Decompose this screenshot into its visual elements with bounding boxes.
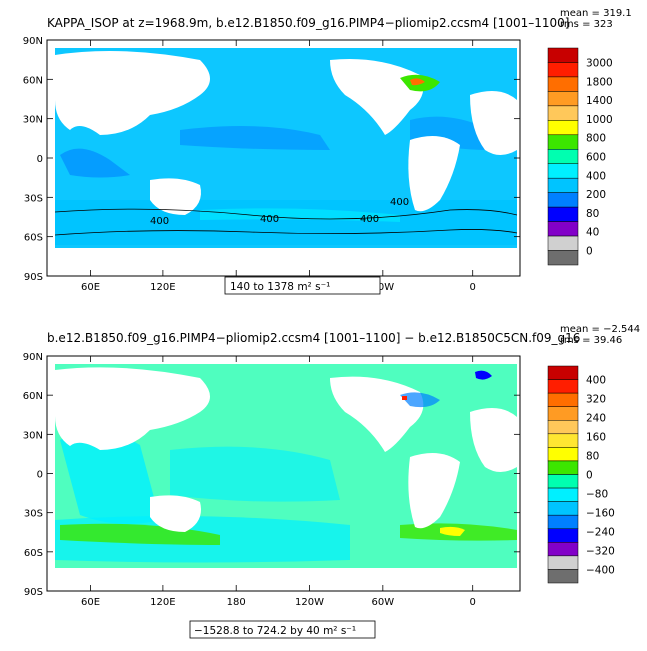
panel1-colorbar-label: 1000	[586, 114, 613, 126]
panel2-lat-tick-label: 90N	[23, 352, 43, 363]
panel2-colorbar: 400 320 240 160 80 0 −80 −160 −240 −320 −400	[547, 365, 615, 584]
panel1-colorbar-label: 800	[586, 133, 606, 145]
panel1-colorbar-swatch	[547, 76, 579, 92]
panel2-colorbar-label: 400	[586, 375, 606, 387]
panel1-lat-tick-label: 30N	[23, 115, 43, 126]
panel2-lat-tick-label: 60N	[23, 391, 43, 402]
panel2-colorbar-swatch	[547, 379, 579, 394]
panel2-colorbar-label: −160	[586, 507, 615, 519]
panel-difference: b.e12.B1850.f09_g16.PIMP4−pliomip2.ccsm4…	[23, 324, 640, 639]
panel1-rms: rms = 323	[560, 19, 613, 30]
panel1-map: 400 400 400 400	[46, 39, 521, 277]
panel1-lon-tick-label: 120E	[150, 282, 175, 293]
panel2-colorbar-swatch	[547, 528, 579, 543]
panel2-lon-tick-label: 60E	[81, 597, 100, 608]
panel1-colorbar-label: 400	[586, 170, 606, 182]
panel2-colorbar-label: 240	[586, 413, 606, 425]
panel1-lat-tick-label: 0	[37, 154, 43, 165]
panel1-colorbar-swatch	[547, 105, 579, 121]
panel2-colorbar-label: −80	[586, 488, 608, 500]
panel1-title: KAPPA_ISOP at z=1968.9m, b.e12.B1850.f09…	[47, 16, 569, 30]
panel2-colorbar-swatch	[547, 365, 579, 380]
panel1-colorbar-label: 3000	[586, 57, 613, 69]
panel1-lon-tick-label: 60E	[81, 282, 100, 293]
panel1-colorbar-label: 600	[586, 152, 606, 164]
panel1-contour-label: 400	[150, 216, 169, 227]
panel2-mean: mean = −2.544	[560, 324, 640, 335]
panel-kappa-isop: KAPPA_ISOP at z=1968.9m, b.e12.B1850.f09…	[23, 8, 632, 295]
panel1-colorbar-label: 200	[586, 189, 606, 201]
panel2-colorbar-label: 320	[586, 394, 606, 406]
panel2-colorbar-swatch	[547, 514, 579, 529]
panel1-colorbar-swatch	[547, 47, 579, 63]
panel2-colorbar-swatch	[547, 447, 579, 462]
panel2-colorbar-swatch	[547, 501, 579, 516]
panel2-colorbar-swatch	[547, 569, 579, 584]
panel2-colorbar-label: 0	[586, 470, 593, 482]
panel2-title: b.e12.B1850.f09_g16.PIMP4−pliomip2.ccsm4…	[47, 331, 580, 345]
panel1-lat-tick-label: 30S	[24, 193, 43, 204]
panel2-axes: 90N 60N 30N 0 30S 60S 90S 60E 120E 180 120W 60W 0	[23, 352, 520, 608]
panel1-colorbar-label: 1400	[586, 95, 613, 107]
panel2-range: −1528.8 to 724.2 by 40 m² s⁻¹	[194, 625, 356, 637]
panel2-colorbar-swatch	[547, 406, 579, 421]
panel2-colorbar-swatch	[547, 460, 579, 475]
panel1-colorbar-label: 0	[586, 246, 593, 258]
panel2-colorbar-swatch	[547, 542, 579, 557]
panel1-mean: mean = 319.1	[560, 8, 632, 19]
panel1-colorbar-swatch	[547, 163, 579, 179]
panel2-colorbar-label: 160	[586, 432, 606, 444]
panel2-colorbar-swatch	[547, 420, 579, 435]
panel2-map	[46, 355, 521, 592]
panel2-lat-tick-label: 30S	[24, 509, 43, 520]
panel2-lon-tick-label: 120W	[295, 597, 324, 608]
panel1-lat-tick-label: 90S	[24, 272, 43, 283]
panel1-lon-tick-label: 60W	[372, 282, 395, 293]
panel2-colorbar-swatch	[547, 474, 579, 489]
panel1-lon-tick-label: 0	[470, 282, 476, 293]
panel1-colorbar-swatch	[547, 177, 579, 193]
panel2-lat-tick-label: 90S	[24, 587, 43, 598]
panel2-colorbar-swatch	[547, 487, 579, 502]
panel1-colorbar-swatch	[547, 221, 579, 237]
panel1-lat-tick-label: 60S	[24, 233, 43, 244]
panel1-contour-label: 400	[260, 214, 279, 225]
panel1-colorbar-swatch	[547, 235, 579, 251]
panel1-colorbar-swatch	[547, 62, 579, 78]
panel2-lon-tick-label: 0	[470, 597, 476, 608]
panel2-colorbar-swatch	[547, 392, 579, 407]
panel2-colorbar-label: −320	[586, 545, 615, 557]
panel2-colorbar-label: 80	[586, 451, 599, 463]
panel2-lon-tick-label: 120E	[150, 597, 175, 608]
panel1-colorbar-swatch	[547, 250, 579, 266]
panel2-lat-tick-label: 0	[37, 470, 43, 481]
panel2-colorbar-label: −240	[586, 526, 615, 538]
panel1-colorbar-label: 40	[586, 227, 599, 239]
panel1-colorbar-label: 1800	[586, 76, 613, 88]
panel1-colorbar-swatch	[547, 192, 579, 208]
panel1-colorbar-swatch	[547, 149, 579, 164]
panel2-lon-tick-label: 180	[227, 597, 246, 608]
panel1-colorbar-swatch	[547, 134, 579, 150]
panel1-contour-label: 400	[390, 197, 409, 208]
panel1-colorbar-swatch	[547, 120, 579, 136]
panel1-contour-label: 400	[360, 214, 379, 225]
panel2-colorbar-swatch	[547, 555, 579, 570]
panel2-rms: rms = 39.46	[560, 335, 622, 346]
panel2-lat-tick-label: 60S	[24, 548, 43, 559]
panel2-colorbar-swatch	[547, 433, 579, 448]
panel1-range: 140 to 1378 m² s⁻¹	[230, 281, 330, 293]
panel1-lat-tick-label: 60N	[23, 75, 43, 86]
panel1-colorbar-label: 80	[586, 208, 599, 220]
panel2-lat-tick-label: 30N	[23, 430, 43, 441]
panel2-colorbar-label: −400	[586, 564, 615, 576]
panel1-lat-tick-label: 90N	[23, 36, 43, 47]
panel2-lon-tick-label: 60W	[372, 597, 395, 608]
panel1-colorbar-swatch	[547, 206, 579, 222]
panel1-colorbar-swatch	[547, 91, 579, 107]
